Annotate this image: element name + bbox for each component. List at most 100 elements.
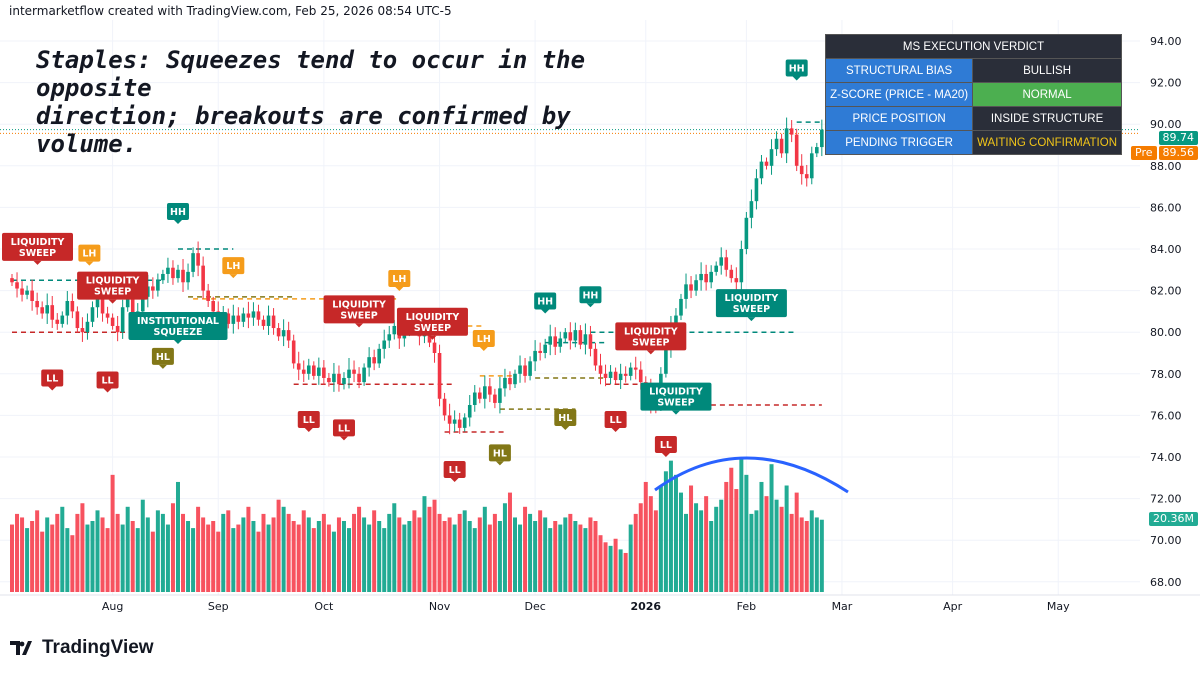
candle	[799, 154, 804, 185]
candle-body	[538, 350, 542, 353]
label-pointer	[229, 274, 238, 279]
volume-bar	[165, 524, 170, 592]
volume-bar	[372, 510, 377, 592]
candle-body	[503, 377, 507, 389]
structure-label: LL	[96, 371, 119, 393]
label-text: LL	[338, 423, 350, 434]
label-box	[443, 460, 466, 478]
volume-bar	[412, 510, 417, 592]
structure-label: LH	[388, 269, 411, 291]
candle-body	[633, 367, 638, 370]
candle-body	[784, 128, 789, 154]
candle	[472, 385, 477, 412]
price-axis-label: 78.00	[1150, 368, 1182, 381]
volume-bar	[65, 528, 70, 592]
candle	[80, 317, 85, 342]
candle-body	[50, 305, 55, 320]
label-pointer	[428, 335, 437, 340]
label-text: LL	[46, 373, 58, 384]
structure-label: LIQUIDITY SWEEP	[77, 271, 149, 304]
volume-bar	[628, 524, 633, 592]
label-pointer	[33, 260, 42, 265]
candle-body	[151, 286, 155, 291]
volume-bar	[668, 460, 673, 592]
volume-bar	[543, 517, 548, 592]
volume-bar	[769, 464, 774, 592]
label-pointer	[108, 299, 117, 304]
candle-body	[613, 371, 618, 381]
volume-bar	[291, 521, 296, 592]
label-text: LL	[102, 376, 114, 387]
candle-body	[739, 249, 744, 283]
structure-label: LIQUIDITY SWEEP	[615, 322, 687, 355]
candle-body	[749, 201, 754, 218]
chart-credit: intermarketflow created with TradingView…	[9, 4, 452, 18]
candle	[764, 157, 769, 170]
candle	[196, 241, 200, 277]
volume-bar	[533, 521, 538, 592]
time-axis-label: May	[1047, 600, 1070, 613]
label-box	[579, 286, 602, 304]
structure-label: LIQUIDITY SWEEP	[640, 382, 712, 415]
candle	[608, 365, 613, 384]
candle-body	[296, 363, 301, 370]
candle	[317, 357, 321, 385]
volume-bar	[417, 517, 422, 592]
label-box	[554, 408, 577, 426]
volume-bar	[50, 524, 55, 592]
candle	[689, 276, 693, 299]
structure-label: LIQUIDITY SWEEP	[396, 307, 468, 340]
candle	[719, 247, 724, 275]
volume-bar	[377, 521, 382, 592]
tradingview-logo[interactable]: TradingView	[10, 637, 154, 659]
volume-bar	[673, 474, 678, 592]
volume-bar	[276, 499, 281, 592]
structure-label: LH	[222, 257, 245, 279]
candle	[709, 265, 713, 289]
label-box	[297, 411, 320, 429]
volume-bar	[477, 517, 482, 592]
ms-execution-verdict-table: MS EXECUTION VERDICT STRUCTURAL BIAS BULL…	[825, 34, 1122, 155]
candle	[513, 369, 517, 388]
volume-bar	[714, 506, 719, 592]
candle-body	[186, 271, 190, 283]
candle-body	[95, 298, 100, 308]
candle-body	[437, 353, 442, 399]
candle-body	[196, 253, 200, 266]
volume-bar	[186, 521, 191, 592]
candle-body	[40, 307, 44, 314]
price-axis-label: 90.00	[1150, 118, 1182, 131]
price-axis-label: 84.00	[1150, 243, 1182, 256]
candle-body	[65, 301, 70, 316]
volume-bar	[794, 492, 799, 592]
candle-body	[759, 161, 764, 179]
time-axis-label: Dec	[524, 600, 545, 613]
candle-body	[100, 298, 105, 314]
label-box	[785, 59, 808, 77]
candle	[322, 360, 326, 385]
volume-bar	[573, 521, 578, 592]
volume-tag: 20.36M	[1149, 512, 1198, 526]
volume-bar	[251, 521, 256, 592]
volume-bar	[422, 496, 427, 592]
label-box	[388, 269, 411, 287]
volume-bar	[548, 528, 553, 592]
label-box	[166, 203, 189, 221]
candle	[266, 305, 271, 335]
candle-body	[176, 269, 180, 279]
volume-bar	[402, 524, 407, 592]
label-text: LIQUIDITY SWEEP	[332, 299, 386, 321]
price-axis-label: 80.00	[1150, 326, 1182, 339]
candle-body	[312, 365, 316, 376]
candle	[347, 357, 351, 389]
candle	[90, 301, 95, 328]
candle-body	[372, 357, 376, 364]
candle-body	[362, 367, 366, 383]
volume-bar	[663, 471, 668, 592]
chart-headline: Staples: Squeezes tend to occur in the o…	[36, 46, 676, 158]
candle	[276, 323, 281, 341]
candle	[10, 273, 14, 287]
candle	[769, 139, 774, 175]
time-axis-label: 2026	[630, 600, 661, 613]
